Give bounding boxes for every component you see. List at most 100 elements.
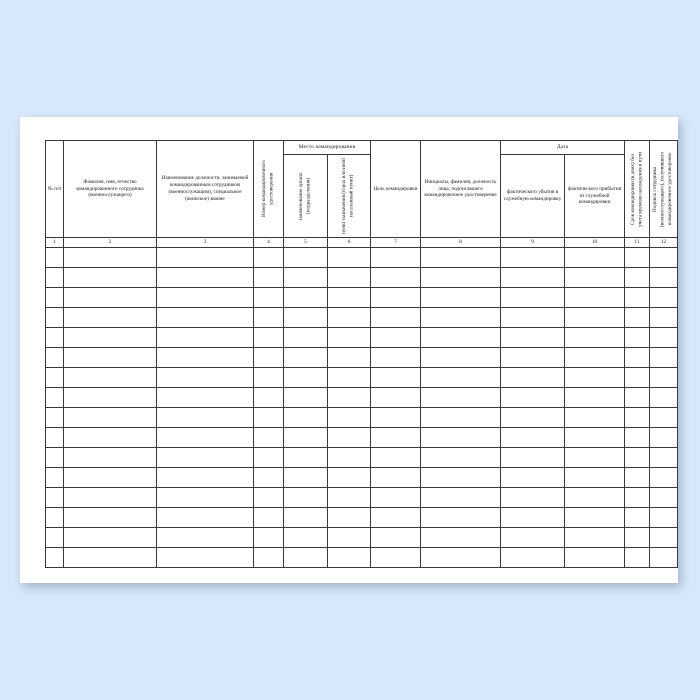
table-cell[interactable] [624, 367, 651, 388]
table-cell[interactable] [564, 307, 626, 328]
table-cell[interactable] [326, 267, 372, 288]
table-row[interactable] [45, 547, 679, 568]
table-cell[interactable] [370, 547, 422, 568]
table-cell[interactable] [649, 307, 679, 328]
table-cell[interactable] [564, 267, 626, 288]
table-row[interactable] [45, 307, 679, 328]
table-cell[interactable] [45, 307, 64, 328]
table-cell[interactable] [420, 307, 502, 328]
table-cell[interactable] [420, 527, 502, 548]
table-cell[interactable] [370, 447, 422, 468]
table-row[interactable] [45, 247, 679, 268]
table-cell[interactable] [564, 347, 626, 368]
table-row[interactable] [45, 347, 679, 368]
table-cell[interactable] [500, 487, 566, 508]
table-cell[interactable] [370, 407, 422, 428]
table-cell[interactable] [63, 547, 157, 568]
table-cell[interactable] [326, 367, 372, 388]
table-cell[interactable] [253, 547, 284, 568]
table-cell[interactable] [326, 547, 372, 568]
table-cell[interactable] [283, 307, 328, 328]
table-cell[interactable] [564, 547, 626, 568]
table-cell[interactable] [63, 407, 157, 428]
table-cell[interactable] [649, 507, 679, 528]
table-cell[interactable] [370, 507, 422, 528]
table-cell[interactable] [283, 247, 328, 268]
table-cell[interactable] [283, 467, 328, 488]
table-cell[interactable] [253, 467, 284, 488]
table-cell[interactable] [370, 487, 422, 508]
table-cell[interactable] [500, 507, 566, 528]
table-cell[interactable] [420, 447, 502, 468]
table-cell[interactable] [326, 287, 372, 308]
table-cell[interactable] [624, 347, 651, 368]
table-cell[interactable] [283, 407, 328, 428]
table-cell[interactable] [45, 347, 64, 368]
table-cell[interactable] [45, 387, 64, 408]
table-cell[interactable] [283, 287, 328, 308]
table-cell[interactable] [156, 467, 254, 488]
table-cell[interactable] [63, 287, 157, 308]
table-cell[interactable] [564, 507, 626, 528]
table-cell[interactable] [63, 507, 157, 528]
table-cell[interactable] [63, 467, 157, 488]
table-cell[interactable] [500, 447, 566, 468]
table-cell[interactable] [253, 447, 284, 468]
table-cell[interactable] [500, 427, 566, 448]
table-cell[interactable] [500, 327, 566, 348]
table-cell[interactable] [326, 347, 372, 368]
table-cell[interactable] [326, 447, 372, 468]
table-cell[interactable] [283, 387, 328, 408]
table-cell[interactable] [326, 527, 372, 548]
table-cell[interactable] [45, 247, 64, 268]
table-cell[interactable] [500, 247, 566, 268]
table-cell[interactable] [500, 267, 566, 288]
table-cell[interactable] [564, 287, 626, 308]
table-cell[interactable] [564, 447, 626, 468]
table-cell[interactable] [420, 287, 502, 308]
table-cell[interactable] [370, 387, 422, 408]
table-cell[interactable] [649, 327, 679, 348]
table-cell[interactable] [253, 427, 284, 448]
table-cell[interactable] [156, 487, 254, 508]
table-row[interactable] [45, 267, 679, 288]
table-cell[interactable] [649, 487, 679, 508]
table-cell[interactable] [253, 307, 284, 328]
table-row[interactable] [45, 467, 679, 488]
table-cell[interactable] [370, 527, 422, 548]
table-cell[interactable] [253, 287, 284, 308]
table-cell[interactable] [283, 527, 328, 548]
table-cell[interactable] [500, 547, 566, 568]
table-row[interactable] [45, 387, 679, 408]
table-cell[interactable] [564, 467, 626, 488]
table-cell[interactable] [420, 267, 502, 288]
table-row[interactable] [45, 327, 679, 348]
table-row[interactable] [45, 427, 679, 448]
table-cell[interactable] [156, 547, 254, 568]
table-row[interactable] [45, 367, 679, 388]
table-cell[interactable] [326, 387, 372, 408]
table-cell[interactable] [624, 427, 651, 448]
table-cell[interactable] [63, 247, 157, 268]
table-cell[interactable] [63, 427, 157, 448]
table-cell[interactable] [649, 247, 679, 268]
table-cell[interactable] [156, 287, 254, 308]
table-cell[interactable] [63, 347, 157, 368]
table-cell[interactable] [370, 287, 422, 308]
table-cell[interactable] [564, 407, 626, 428]
table-cell[interactable] [283, 427, 328, 448]
table-cell[interactable] [63, 367, 157, 388]
table-cell[interactable] [45, 527, 64, 548]
table-cell[interactable] [624, 307, 651, 328]
table-cell[interactable] [420, 487, 502, 508]
table-cell[interactable] [649, 287, 679, 308]
table-cell[interactable] [253, 367, 284, 388]
table-cell[interactable] [253, 507, 284, 528]
table-cell[interactable] [420, 407, 502, 428]
table-cell[interactable] [500, 367, 566, 388]
table-cell[interactable] [156, 527, 254, 548]
table-cell[interactable] [649, 267, 679, 288]
table-cell[interactable] [649, 527, 679, 548]
table-cell[interactable] [370, 247, 422, 268]
table-cell[interactable] [564, 387, 626, 408]
